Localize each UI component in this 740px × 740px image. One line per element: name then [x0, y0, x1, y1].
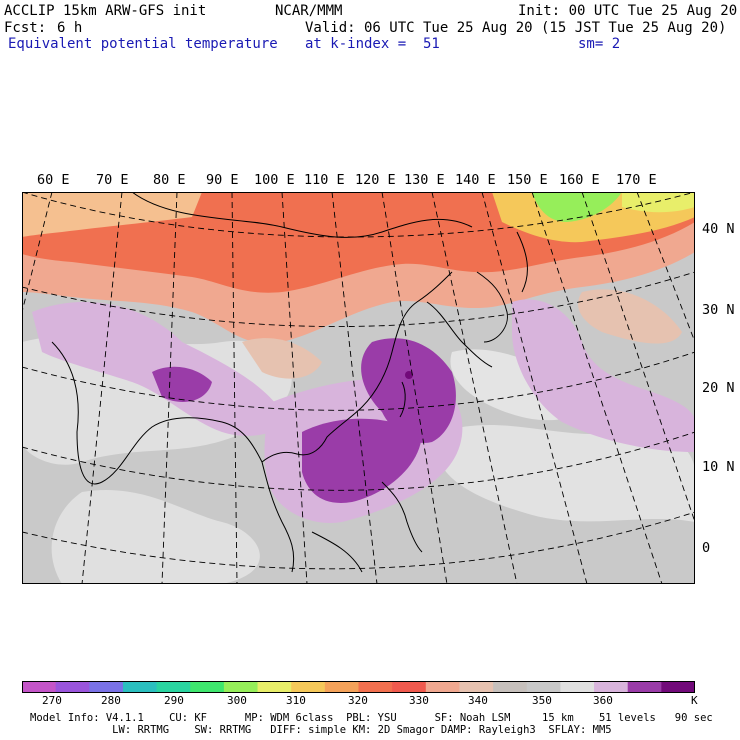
colorbar-label: 340	[468, 694, 488, 707]
theta-e-map	[22, 192, 695, 584]
typhoon-core	[361, 338, 456, 443]
org-label: NCAR/MMM	[275, 3, 343, 19]
colorbar-swatch	[89, 681, 124, 693]
cool-patch	[532, 192, 622, 222]
colorbar-swatch	[190, 681, 225, 693]
colorbar-swatch	[223, 681, 259, 693]
lon-label: 110 E	[304, 172, 345, 188]
colorbar	[22, 681, 695, 693]
colorbar-swatch	[459, 681, 494, 693]
lon-label: 170 E	[616, 172, 657, 188]
monsoon-band	[302, 418, 422, 503]
colorbar-swatch	[425, 681, 460, 693]
colorbar-label: 320	[348, 694, 368, 707]
colorbar-label: 330	[409, 694, 429, 707]
coastlines	[51, 192, 528, 573]
colorbar-swatch	[493, 681, 528, 693]
lat-label: 20 N	[702, 380, 735, 396]
lon-label: 100 E	[254, 172, 295, 188]
lat-label: 40 N	[702, 221, 735, 237]
colorbar-label: 350	[532, 694, 552, 707]
level-info: at k-index = 51	[305, 36, 440, 52]
colorbar-swatch	[661, 681, 695, 693]
forecast-hours: 6 h	[57, 20, 83, 36]
lon-label: 120 E	[355, 172, 396, 188]
field-name: Equivalent potential temperature	[8, 36, 278, 52]
colorbar-label: 280	[101, 694, 121, 707]
colorbar-label: 270	[42, 694, 62, 707]
graticule	[22, 192, 695, 584]
smoothing-info: sm= 2	[578, 36, 621, 52]
lon-label: 160 E	[559, 172, 600, 188]
colorbar-swatch	[358, 681, 393, 693]
lat-label: 0	[702, 540, 711, 556]
lon-label: 80 E	[153, 172, 186, 188]
colorbar-swatch	[122, 681, 158, 693]
colorbar-swatch	[291, 681, 326, 693]
lat-label: 10 N	[702, 459, 735, 475]
colorbar-swatch	[560, 681, 595, 693]
colorbar-label: 360	[593, 694, 613, 707]
colorbar-label: 300	[227, 694, 247, 707]
colorbar-swatch	[392, 681, 427, 693]
lat-label: 30 N	[702, 302, 735, 318]
init-time: Init: 00 UTC Tue 25 Aug 20	[518, 3, 738, 19]
valid-time: Valid: 06 UTC Tue 25 Aug 20 (15 JST Tue …	[305, 20, 727, 36]
colorbar-swatch	[22, 681, 57, 693]
model-info-line2: LW: RRTMG SW: RRTMG DIFF: simple KM: 2D …	[30, 724, 612, 736]
model-title: ACCLIP 15km ARW-GFS init	[4, 3, 207, 19]
forecast-label: Fcst:	[4, 20, 47, 36]
lon-label: 130 E	[404, 172, 445, 188]
map-frame	[22, 192, 695, 584]
colorbar-unit: K	[691, 694, 698, 707]
cool-patch	[622, 192, 695, 213]
tan-patch	[578, 289, 682, 344]
lon-label: 70 E	[96, 172, 129, 188]
lavender-region	[512, 299, 695, 452]
monsoon-patch	[152, 366, 212, 402]
colorbar-label: 310	[286, 694, 306, 707]
lon-label: 140 E	[455, 172, 496, 188]
lavender-region	[32, 302, 284, 436]
colorbar-swatch	[257, 681, 292, 693]
colorbar-swatch	[594, 681, 629, 693]
typhoon-eye	[405, 371, 413, 379]
light-region	[51, 489, 260, 584]
colorbar-label: 290	[164, 694, 184, 707]
lon-label: 90 E	[206, 172, 239, 188]
lon-label: 150 E	[507, 172, 548, 188]
tan-patch	[242, 338, 322, 379]
colorbar-swatch	[627, 681, 662, 693]
colorbar-frame	[22, 681, 695, 693]
colorbar-swatch	[526, 681, 561, 693]
model-info-line1: Model Info: V4.1.1 CU: KF MP: WDM 6class…	[30, 712, 713, 724]
light-region	[437, 424, 695, 522]
colorbar-swatch	[55, 681, 90, 693]
lon-label: 60 E	[37, 172, 70, 188]
colorbar-swatch	[156, 681, 191, 693]
colorbar-swatch	[324, 681, 359, 693]
